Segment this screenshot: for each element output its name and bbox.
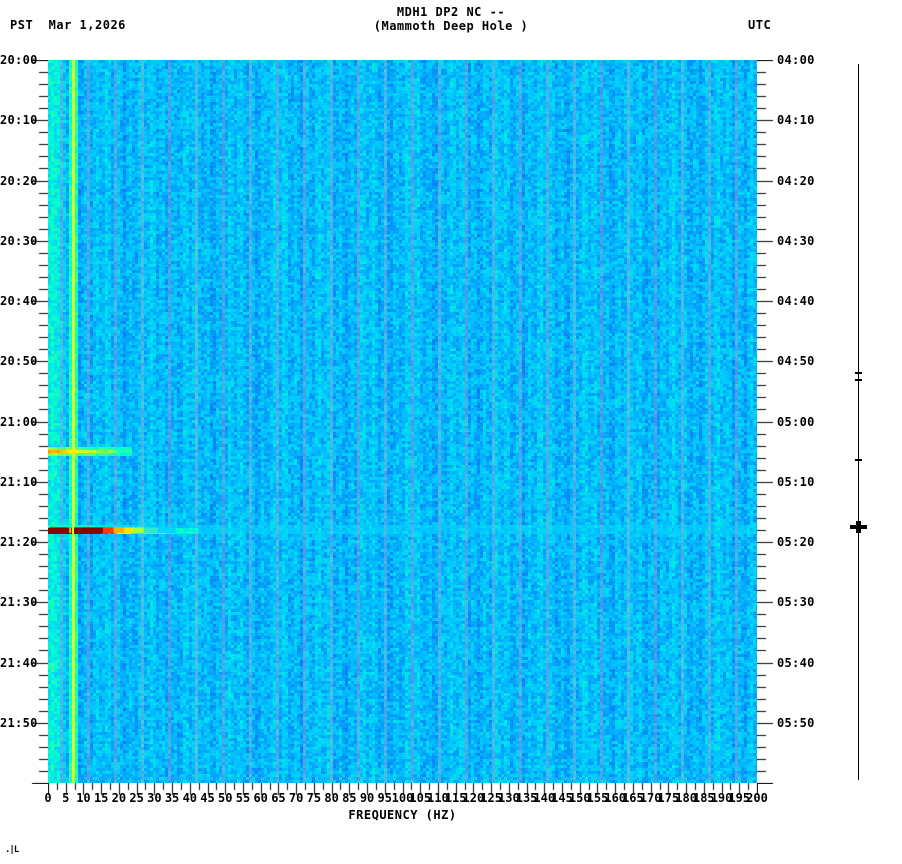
left-time-label: 20:10 [0, 113, 38, 128]
frequency-tick-label: 35 [164, 791, 180, 805]
frequency-tick-label: 125 [480, 791, 502, 805]
frequency-tick-label: 65 [271, 791, 286, 805]
page-title-station-code: MDH1 DP2 NC -- [396, 5, 506, 19]
frequency-tick-label: 30 [147, 791, 162, 805]
right-time-label: 05:30 [777, 595, 815, 610]
left-time-label: 20:30 [0, 233, 38, 248]
frequency-tick-label: 120 [462, 791, 485, 805]
cross-main-event-vertical [856, 521, 861, 534]
right-time-label: 04:00 [777, 53, 815, 67]
header-timezone-pst: PST [10, 18, 34, 32]
frequency-tick-label: 15 [93, 791, 109, 805]
frequency-axis-ticks [48, 783, 758, 797]
event-trace-baseline [858, 64, 859, 780]
left-time-axis-ticks [30, 60, 48, 784]
right-time-label: 04:10 [777, 113, 815, 128]
frequency-tick-label: 105 [409, 791, 432, 805]
left-time-axis-labels: 20:00 20:10 20:20 20:30 20:40 20:50 21:00 21:10… [0, 0, 38, 864]
left-time-label: 21:50 [0, 715, 38, 730]
spectrogram-image [48, 60, 757, 783]
right-time-label: 04:20 [777, 173, 815, 188]
frequency-tick-label: 60 [253, 791, 268, 805]
right-time-label: 05:50 [777, 715, 815, 730]
frequency-tick-label: 130 [498, 791, 520, 805]
frequency-tick-label: 20 [111, 791, 127, 805]
frequency-tick-label: 195 [728, 791, 751, 805]
frequency-tick-label: 190 [710, 791, 733, 805]
frequency-tick-label: 40 [182, 791, 198, 805]
frequency-tick-label: 115 [444, 791, 467, 805]
frequency-tick-label: 80 [324, 791, 339, 805]
frequency-tick-label: 45 [200, 791, 215, 805]
frequency-tick-label: 140 [533, 791, 556, 805]
frequency-tick-label: 90 [359, 791, 375, 805]
frequency-tick-label: 175 [657, 791, 680, 805]
frequency-tick-label: 150 [568, 791, 591, 805]
frequency-tick-label: 5 [62, 791, 70, 805]
right-time-label: 05:10 [777, 474, 815, 489]
frequency-axis-labels: 0 5 10 15 20 25 30 35 40 45 50 55 60 65 70 75 80 85 90 95 10… [0, 791, 902, 809]
right-time-axis-ticks [757, 60, 775, 784]
event-marker-trace [840, 60, 880, 784]
frequency-tick-label: 75 [306, 791, 322, 805]
right-time-label: 05:00 [777, 414, 815, 429]
page-title-station-name: (Mammoth Deep Hole ) [373, 19, 529, 33]
header-left-timezone-date: PST Mar 1,2026 [10, 18, 126, 32]
left-time-label: 20:00 [0, 53, 38, 67]
frequency-tick-label: 100 [391, 791, 414, 805]
frequency-tick-label: 70 [288, 791, 304, 805]
frequency-tick-label: 145 [551, 791, 573, 805]
frequency-tick-label: 180 [675, 791, 697, 805]
frequency-tick-label: 170 [639, 791, 662, 805]
left-time-label: 21:10 [0, 474, 38, 489]
left-time-label: 21:00 [0, 414, 38, 429]
right-time-label: 04:40 [777, 294, 815, 308]
frequency-tick-label: 95 [377, 791, 392, 805]
frequency-tick-label: 155 [586, 791, 609, 805]
frequency-tick-label: 85 [342, 791, 357, 805]
right-time-axis-labels: 04:00 04:10 04:20 04:30 04:40 04:50 05:00 05:10… [777, 0, 837, 864]
frequency-tick-label: 0 [44, 791, 52, 805]
frequency-tick-label: 200 [746, 791, 768, 805]
left-time-label: 21:40 [0, 655, 38, 670]
header-date: Mar 1,2026 [48, 18, 126, 32]
right-time-label: 05:40 [777, 655, 815, 670]
right-time-label: 05:20 [777, 535, 815, 549]
frequency-tick-label: 135 [515, 791, 538, 805]
frequency-tick-label: 110 [427, 791, 449, 805]
spectrogram-plot-area[interactable] [48, 60, 757, 783]
left-time-label: 20:50 [0, 354, 38, 369]
tick-small-upper [855, 371, 862, 374]
x-axis-title: FREQUENCY (HZ) [348, 808, 457, 822]
tick-small-upper2 [855, 379, 862, 382]
left-time-label: 21:20 [0, 535, 38, 549]
right-time-label: 04:50 [777, 354, 815, 369]
frequency-tick-label: 160 [604, 791, 627, 805]
frequency-tick-label: 185 [692, 791, 715, 805]
corner-glyph: .|L [5, 845, 19, 855]
header-timezone-utc: UTC [748, 18, 772, 32]
tick-small-mid [855, 458, 862, 461]
left-time-label: 20:20 [0, 173, 38, 188]
frequency-tick-label: 55 [235, 791, 251, 805]
frequency-tick-label: 165 [622, 791, 644, 805]
frequency-tick-label: 10 [76, 791, 91, 805]
right-time-label: 04:30 [777, 233, 815, 248]
left-time-label: 21:30 [0, 595, 38, 610]
frequency-tick-label: 50 [218, 791, 233, 805]
left-time-label: 20:40 [0, 294, 38, 308]
frequency-tick-label: 25 [129, 791, 144, 805]
